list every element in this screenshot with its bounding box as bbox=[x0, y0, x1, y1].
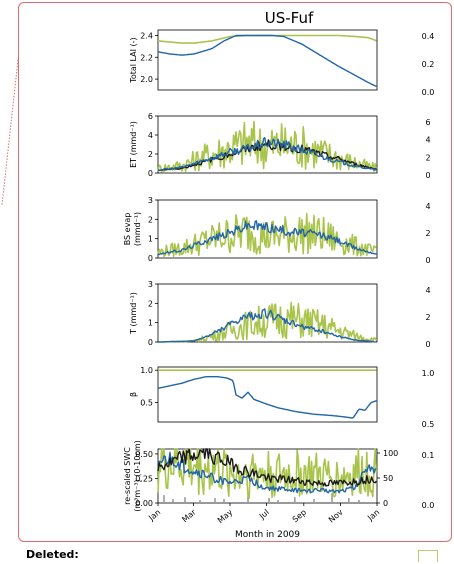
plot-frame bbox=[157, 199, 378, 259]
y-tick-label: 0.5 bbox=[140, 399, 153, 408]
right-tick-label: 0 bbox=[425, 340, 430, 349]
y-axis-label: Total LAI (-) bbox=[129, 37, 138, 83]
precip-bar bbox=[247, 496, 249, 503]
y-axis-label: ET (mmd⁻¹) bbox=[129, 121, 138, 168]
right-tick-label: 4 bbox=[425, 202, 430, 211]
series-olive-line bbox=[157, 212, 377, 258]
y-tick-label: 0 bbox=[148, 254, 153, 263]
deleted-label: Deleted: bbox=[26, 548, 79, 561]
series-black-line bbox=[157, 448, 377, 487]
right-tick-label: 0.4 bbox=[422, 32, 435, 41]
y-tick-label: 2.0 bbox=[140, 75, 153, 84]
y-tick-label: 1 bbox=[148, 235, 153, 244]
right-tick-label: 0 bbox=[425, 171, 430, 180]
right-tick-label: 6 bbox=[425, 118, 430, 127]
plot-frame bbox=[157, 115, 378, 174]
y-tick-label: 6 bbox=[148, 112, 153, 121]
panel-t: 3 2 1 0 T (mmd⁻¹) 4 2 0 bbox=[129, 280, 431, 349]
y-tick-label: 0.00 bbox=[135, 499, 153, 508]
precip-bar bbox=[294, 497, 296, 503]
y-tick-label: 0 bbox=[148, 169, 153, 178]
figure-title: US-Fuf bbox=[265, 9, 314, 27]
right-tick-label: 1.0 bbox=[422, 369, 435, 378]
y-tick-label: 0 bbox=[148, 338, 153, 347]
right-tick-label: 0 bbox=[425, 256, 430, 265]
right-tick-label: 4 bbox=[425, 286, 430, 295]
x-tick-label: May bbox=[216, 507, 235, 525]
y-tick-label: 4 bbox=[148, 131, 153, 140]
series-blue-line bbox=[157, 137, 377, 172]
right-tick-label: 2 bbox=[425, 313, 430, 322]
panel-beta: 1.00.5β1.00.5 bbox=[129, 366, 434, 429]
y-axis-label: BS evap bbox=[123, 213, 132, 246]
secondary-y-tick-label: 50 bbox=[383, 474, 393, 483]
right-tick-label: 2 bbox=[425, 229, 430, 238]
precip-bar bbox=[214, 498, 216, 503]
precip-bar bbox=[199, 500, 201, 503]
panel-et: 6 4 2 0 ET (mmd⁻¹) 6 4 2 0 bbox=[129, 112, 431, 180]
y-tick-label: 2.4 bbox=[140, 31, 153, 40]
plot-frame bbox=[157, 29, 378, 91]
y-tick-label: 3 bbox=[148, 280, 153, 289]
y-axis-label-units: (m³m⁻³) (0-10cm) bbox=[133, 440, 142, 512]
precip-bar bbox=[184, 497, 186, 503]
right-tick-label: 4 bbox=[425, 136, 430, 145]
series-blue-line bbox=[157, 376, 377, 419]
x-tick-label: Mar bbox=[180, 507, 198, 524]
secondary-y-tick-label: 0 bbox=[383, 499, 388, 508]
y-tick-label: 0.50 bbox=[135, 450, 153, 459]
series-blue-line bbox=[157, 34, 377, 88]
y-tick-label: 2.2 bbox=[140, 53, 153, 62]
series-blue-line bbox=[157, 220, 377, 256]
x-tick-label: Jan bbox=[365, 508, 381, 523]
x-tick-label: Sep bbox=[291, 508, 308, 525]
y-tick-label: 2 bbox=[148, 150, 153, 159]
secondary-y-tick-label: 100 bbox=[383, 449, 398, 458]
series-blue-line bbox=[158, 308, 377, 343]
precip-bar bbox=[172, 499, 174, 503]
comment-leader-line bbox=[1, 59, 19, 206]
series-blue-line bbox=[157, 451, 377, 494]
y-axis-label: β bbox=[129, 392, 138, 397]
right-tick-label: 0.2 bbox=[422, 60, 435, 69]
right-tick-label: 2 bbox=[425, 153, 430, 162]
precip-bar bbox=[268, 498, 270, 503]
precip-bar bbox=[163, 495, 165, 503]
precip-bar bbox=[277, 500, 279, 503]
y-tick-label: 2 bbox=[148, 215, 153, 224]
precip-bar bbox=[313, 499, 315, 503]
precip-bar bbox=[348, 498, 350, 503]
right-tick-label: 0.0 bbox=[422, 88, 435, 97]
x-tick-label: Jul bbox=[257, 508, 271, 522]
y-tick-label: 2 bbox=[148, 299, 153, 308]
precip-bar bbox=[331, 493, 333, 503]
y-axis-label: T (mmd⁻¹) bbox=[129, 292, 138, 335]
right-tick-label: 0.5 bbox=[422, 420, 435, 429]
y-tick-label: 1.0 bbox=[140, 366, 153, 375]
y-axis-label: re-scaled SWC bbox=[123, 447, 132, 505]
y-axis-label-units: (mmd⁻¹) bbox=[133, 212, 142, 246]
x-tick-label: Nov bbox=[327, 507, 345, 524]
right-tick-label: 0.1 bbox=[422, 451, 435, 460]
right-tick-label: 0.0 bbox=[422, 501, 435, 510]
y-tick-label: 1 bbox=[148, 319, 153, 328]
plot-frame bbox=[157, 366, 378, 423]
y-tick-label: 3 bbox=[148, 196, 153, 205]
panel-bs: 3 2 1 0 BS evap (mmd⁻¹) 4 2 0 bbox=[123, 196, 431, 265]
x-tick-label: Jan bbox=[146, 508, 162, 523]
plot-frame bbox=[157, 283, 378, 343]
y-tick-label: 0.25 bbox=[135, 474, 153, 483]
x-axis-label: Month in 2009 bbox=[235, 530, 300, 540]
precip-bar bbox=[358, 500, 360, 503]
precip-bar bbox=[223, 499, 225, 503]
series-olive-line bbox=[158, 301, 378, 343]
corner-marker bbox=[418, 550, 438, 562]
comment-balloon bbox=[18, 2, 452, 542]
series-olive-line bbox=[157, 34, 377, 44]
